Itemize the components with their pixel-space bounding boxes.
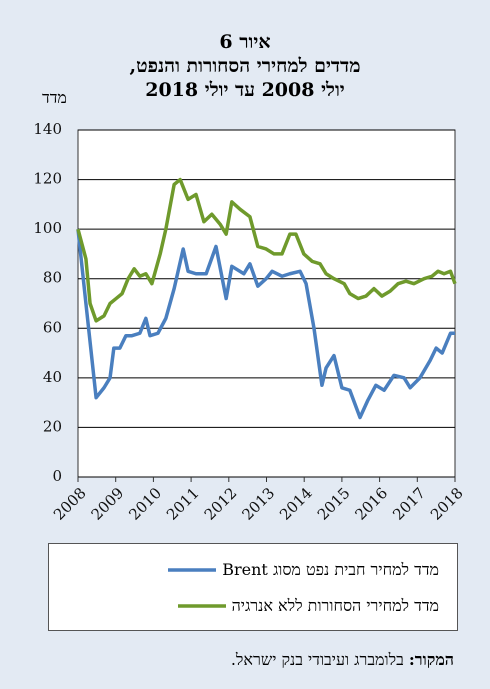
y-axis-label: מדד (42, 88, 67, 107)
x-tick-label: 2018 (427, 484, 467, 524)
y-tick-label: 20 (43, 417, 62, 435)
source-label: המקור: (408, 650, 454, 669)
series-line (76, 177, 457, 323)
title-line: יולי 2008 עד יולי 2018 (145, 79, 345, 101)
legend: מדד למחיר חבית נפט מסוג Brent מדד למחירי … (48, 543, 458, 631)
x-tick-label: 2010 (125, 484, 165, 524)
source: המקור: בלומברג ועיבודי בנק ישראל. (231, 650, 454, 670)
x-tick-label: 2014 (276, 484, 316, 524)
legend-swatch (177, 604, 226, 608)
x-tick-label: 2013 (238, 484, 278, 524)
legend-item: מדד למחירי הסחורות ללא אנרגיה (69, 594, 439, 618)
x-tick-label: 2012 (201, 484, 241, 524)
x-tick-label: 2011 (163, 484, 203, 524)
x-tick-label: 2016 (352, 484, 392, 524)
series-line (76, 228, 455, 420)
x-tick-label: 2015 (314, 484, 354, 524)
y-tick-label: 80 (43, 269, 62, 287)
title-line: איור 6 (219, 31, 271, 53)
y-tick-label: 100 (33, 219, 62, 237)
x-tick-label: 2008 (50, 484, 90, 524)
y-tick-label: 60 (43, 318, 62, 336)
legend-label: מדד למחיר חבית נפט מסוג Brent (222, 560, 439, 579)
legend-swatch (168, 568, 217, 572)
x-tick-label: 2009 (88, 484, 128, 524)
legend-item: מדד למחיר חבית נפט מסוג Brent (69, 558, 439, 582)
y-tick-label: 40 (43, 368, 62, 386)
title-line: מדדים למחירי הסחורות והנפט, (129, 55, 361, 77)
y-tick-label: 140 (33, 120, 62, 138)
y-tick-label: 120 (33, 170, 62, 188)
source-text: בלומברג ועיבודי בנק ישראל. (230, 650, 404, 669)
y-tick-label: 0 (52, 467, 62, 485)
plot-area (77, 129, 456, 478)
legend-label: מדד למחירי הסחורות ללא אנרגיה (231, 596, 439, 615)
x-tick-label: 2017 (389, 484, 429, 524)
chart: 0204060801001201402008200920102011201220… (33, 120, 467, 524)
